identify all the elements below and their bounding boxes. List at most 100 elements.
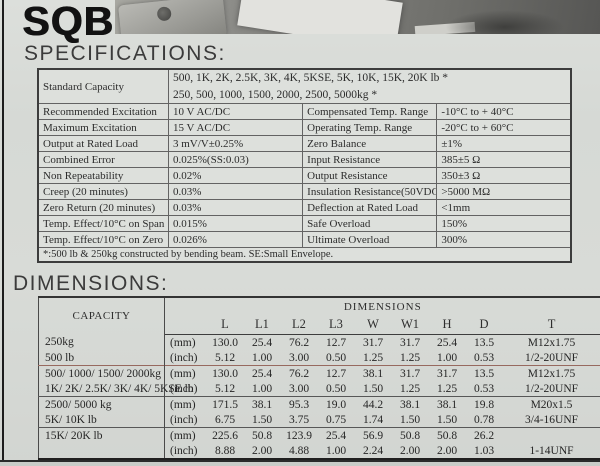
column-header: W xyxy=(354,315,392,335)
spec-value: 0.03% xyxy=(167,183,304,201)
dim-value: 2.00 xyxy=(436,444,458,457)
spec-label: Compensated Temp. Range xyxy=(302,103,438,121)
column-header: H xyxy=(428,315,466,335)
dim-value: 44.2 xyxy=(354,396,392,412)
spec-label: Operating Temp. Range xyxy=(302,119,438,137)
table-row: 500/ 1000/ 1500/ 2000kg (mm) 130.0 25.4 … xyxy=(38,365,600,381)
dim-value: 25.4 xyxy=(243,365,281,381)
dim-value: 3.00 xyxy=(288,351,310,364)
capacity-cell: 1K/ 2K/ 2.5K/ 3K/ 4K/ 5KSE lb xyxy=(38,381,194,397)
column-header: W1 xyxy=(391,315,429,335)
dim-value: 1.25 xyxy=(399,351,421,364)
dim-value: 1.50 xyxy=(436,413,458,426)
dim-value: 1.74 xyxy=(362,413,384,426)
column-header: L1 xyxy=(243,315,281,335)
capacity-line-kg: 250, 500, 1000, 1500, 2000, 2500, 5000kg… xyxy=(173,88,378,101)
dim-value: 19.0 xyxy=(317,396,355,412)
thread-value: 3/4-16UNF xyxy=(525,413,579,426)
table-row: Standard Capacity 500, 1K, 2K, 2.5K, 3K,… xyxy=(37,68,572,105)
dim-value: 31.7 xyxy=(391,365,429,381)
spec-value: 500, 1K, 2K, 2.5K, 3K, 4K, 5KSE, 5K, 10K… xyxy=(168,68,572,105)
dim-value: 38.1 xyxy=(354,365,392,381)
capacity-cell: 250kg xyxy=(38,334,165,350)
table-row: Combined Error 0.025%(SS:0.03) Input Res… xyxy=(37,151,572,169)
spec-value: 0.026% xyxy=(167,231,304,249)
dim-value: 1.03 xyxy=(473,444,495,457)
dim-value: 1.00 xyxy=(436,351,458,364)
dimensions-heading: DIMENSIONS: xyxy=(13,272,169,295)
dim-value: 13.5 xyxy=(465,365,503,381)
column-header: L3 xyxy=(317,315,355,335)
dim-value: 19.8 xyxy=(465,396,503,412)
dim-value: 1.25 xyxy=(436,382,458,395)
spec-label: Output at Rated Load xyxy=(37,135,169,153)
column-header: T xyxy=(502,315,600,335)
capacity-cell: 2500/ 5000 kg xyxy=(38,396,165,412)
column-header: L2 xyxy=(280,315,318,335)
dim-value: 1.00 xyxy=(251,382,273,395)
unit-cell: (mm) xyxy=(164,427,207,443)
dim-value: 25.4 xyxy=(251,336,273,349)
dim-value: 1.00 xyxy=(251,351,273,364)
dim-value: 123.9 xyxy=(280,427,318,443)
dim-value: 0.75 xyxy=(325,413,347,426)
spec-label: Maximum Excitation xyxy=(37,119,169,137)
spec-label: Temp. Effect/10°C on Span xyxy=(37,215,169,233)
dim-value: 31.7 xyxy=(362,336,384,349)
dim-value: 0.50 xyxy=(325,351,347,364)
thread-value: M20x1.5 xyxy=(502,396,600,412)
spec-value: 0.015% xyxy=(167,215,304,233)
spec-label: Temp. Effect/10°C on Zero xyxy=(37,231,169,249)
dim-value: 12.7 xyxy=(325,336,347,349)
capacity-cell: 500 lb xyxy=(38,350,165,366)
spec-label: Output Resistance xyxy=(302,167,438,185)
table-row: Non Repeatability 0.02% Output Resistanc… xyxy=(37,167,572,185)
specifications-table: Standard Capacity 500, 1K, 2K, 2.5K, 3K,… xyxy=(37,68,572,264)
spec-value: 3 mV/V±0.25% xyxy=(167,135,304,153)
spec-label: Zero Balance xyxy=(302,135,438,153)
spec-value: -20°C to + 60°C xyxy=(436,119,572,137)
dim-value: 1.00 xyxy=(325,444,347,457)
spec-value: 350±3 Ω xyxy=(436,167,572,185)
spec-label: Insulation Resistance(50VDC) xyxy=(302,183,438,201)
capacity-cell: 5K/ 10K lb xyxy=(38,412,165,428)
spec-value: ±1% xyxy=(436,135,572,153)
spec-value: 150% xyxy=(436,215,572,233)
dim-value: 0.50 xyxy=(325,382,347,395)
dim-value: 31.7 xyxy=(399,336,421,349)
table-row: Maximum Excitation 15 V AC/DC Operating … xyxy=(37,119,572,137)
dimensions-group-header: DIMENSIONS xyxy=(343,300,422,313)
column-header: D xyxy=(465,315,503,335)
dim-value: 6.75 xyxy=(214,413,236,426)
dim-value: 1.25 xyxy=(399,382,421,395)
photo-loadcell-shape xyxy=(237,0,403,34)
dim-value: 12.7 xyxy=(317,365,355,381)
dim-value: 0.53 xyxy=(473,351,495,364)
spec-label: Deflection at Rated Load xyxy=(302,199,438,217)
dim-value: 130.0 xyxy=(212,336,238,349)
dim-value: 5.12 xyxy=(214,351,236,364)
spec-value: 0.02% xyxy=(167,167,304,185)
unit-cell: (inch) xyxy=(170,351,198,364)
capacity-line-lb: 500, 1K, 2K, 2.5K, 3K, 4K, 5KSE, 5K, 10K… xyxy=(173,72,449,84)
spec-label: Safe Overload xyxy=(302,215,438,233)
dim-value: 13.5 xyxy=(473,336,495,349)
capacity-cell: 500/ 1000/ 1500/ 2000kg xyxy=(38,365,165,381)
spec-value: >5000 MΩ xyxy=(436,183,572,201)
unit-cell: (inch) xyxy=(170,382,198,395)
spec-value: 300% xyxy=(436,231,572,249)
dim-value: 2.24 xyxy=(362,444,384,457)
dim-value: 171.5 xyxy=(206,396,244,412)
table-row: CAPACITY DIMENSIONS xyxy=(38,297,600,335)
dim-value: 1.50 xyxy=(399,413,421,426)
capacity-header: CAPACITY xyxy=(38,297,165,335)
dim-value: 0.53 xyxy=(473,382,495,395)
table-row: (inch) 8.88 2.00 4.88 1.00 2.24 2.00 2.0… xyxy=(38,443,600,460)
spec-label: Recommended Excitation xyxy=(37,103,169,121)
dim-value: 76.2 xyxy=(280,365,318,381)
dim-value: 25.4 xyxy=(317,427,355,443)
product-photo xyxy=(115,0,600,34)
dim-value: 50.8 xyxy=(428,427,466,443)
spec-label: Non Repeatability xyxy=(37,167,169,185)
dim-value: 5.12 xyxy=(214,382,236,395)
